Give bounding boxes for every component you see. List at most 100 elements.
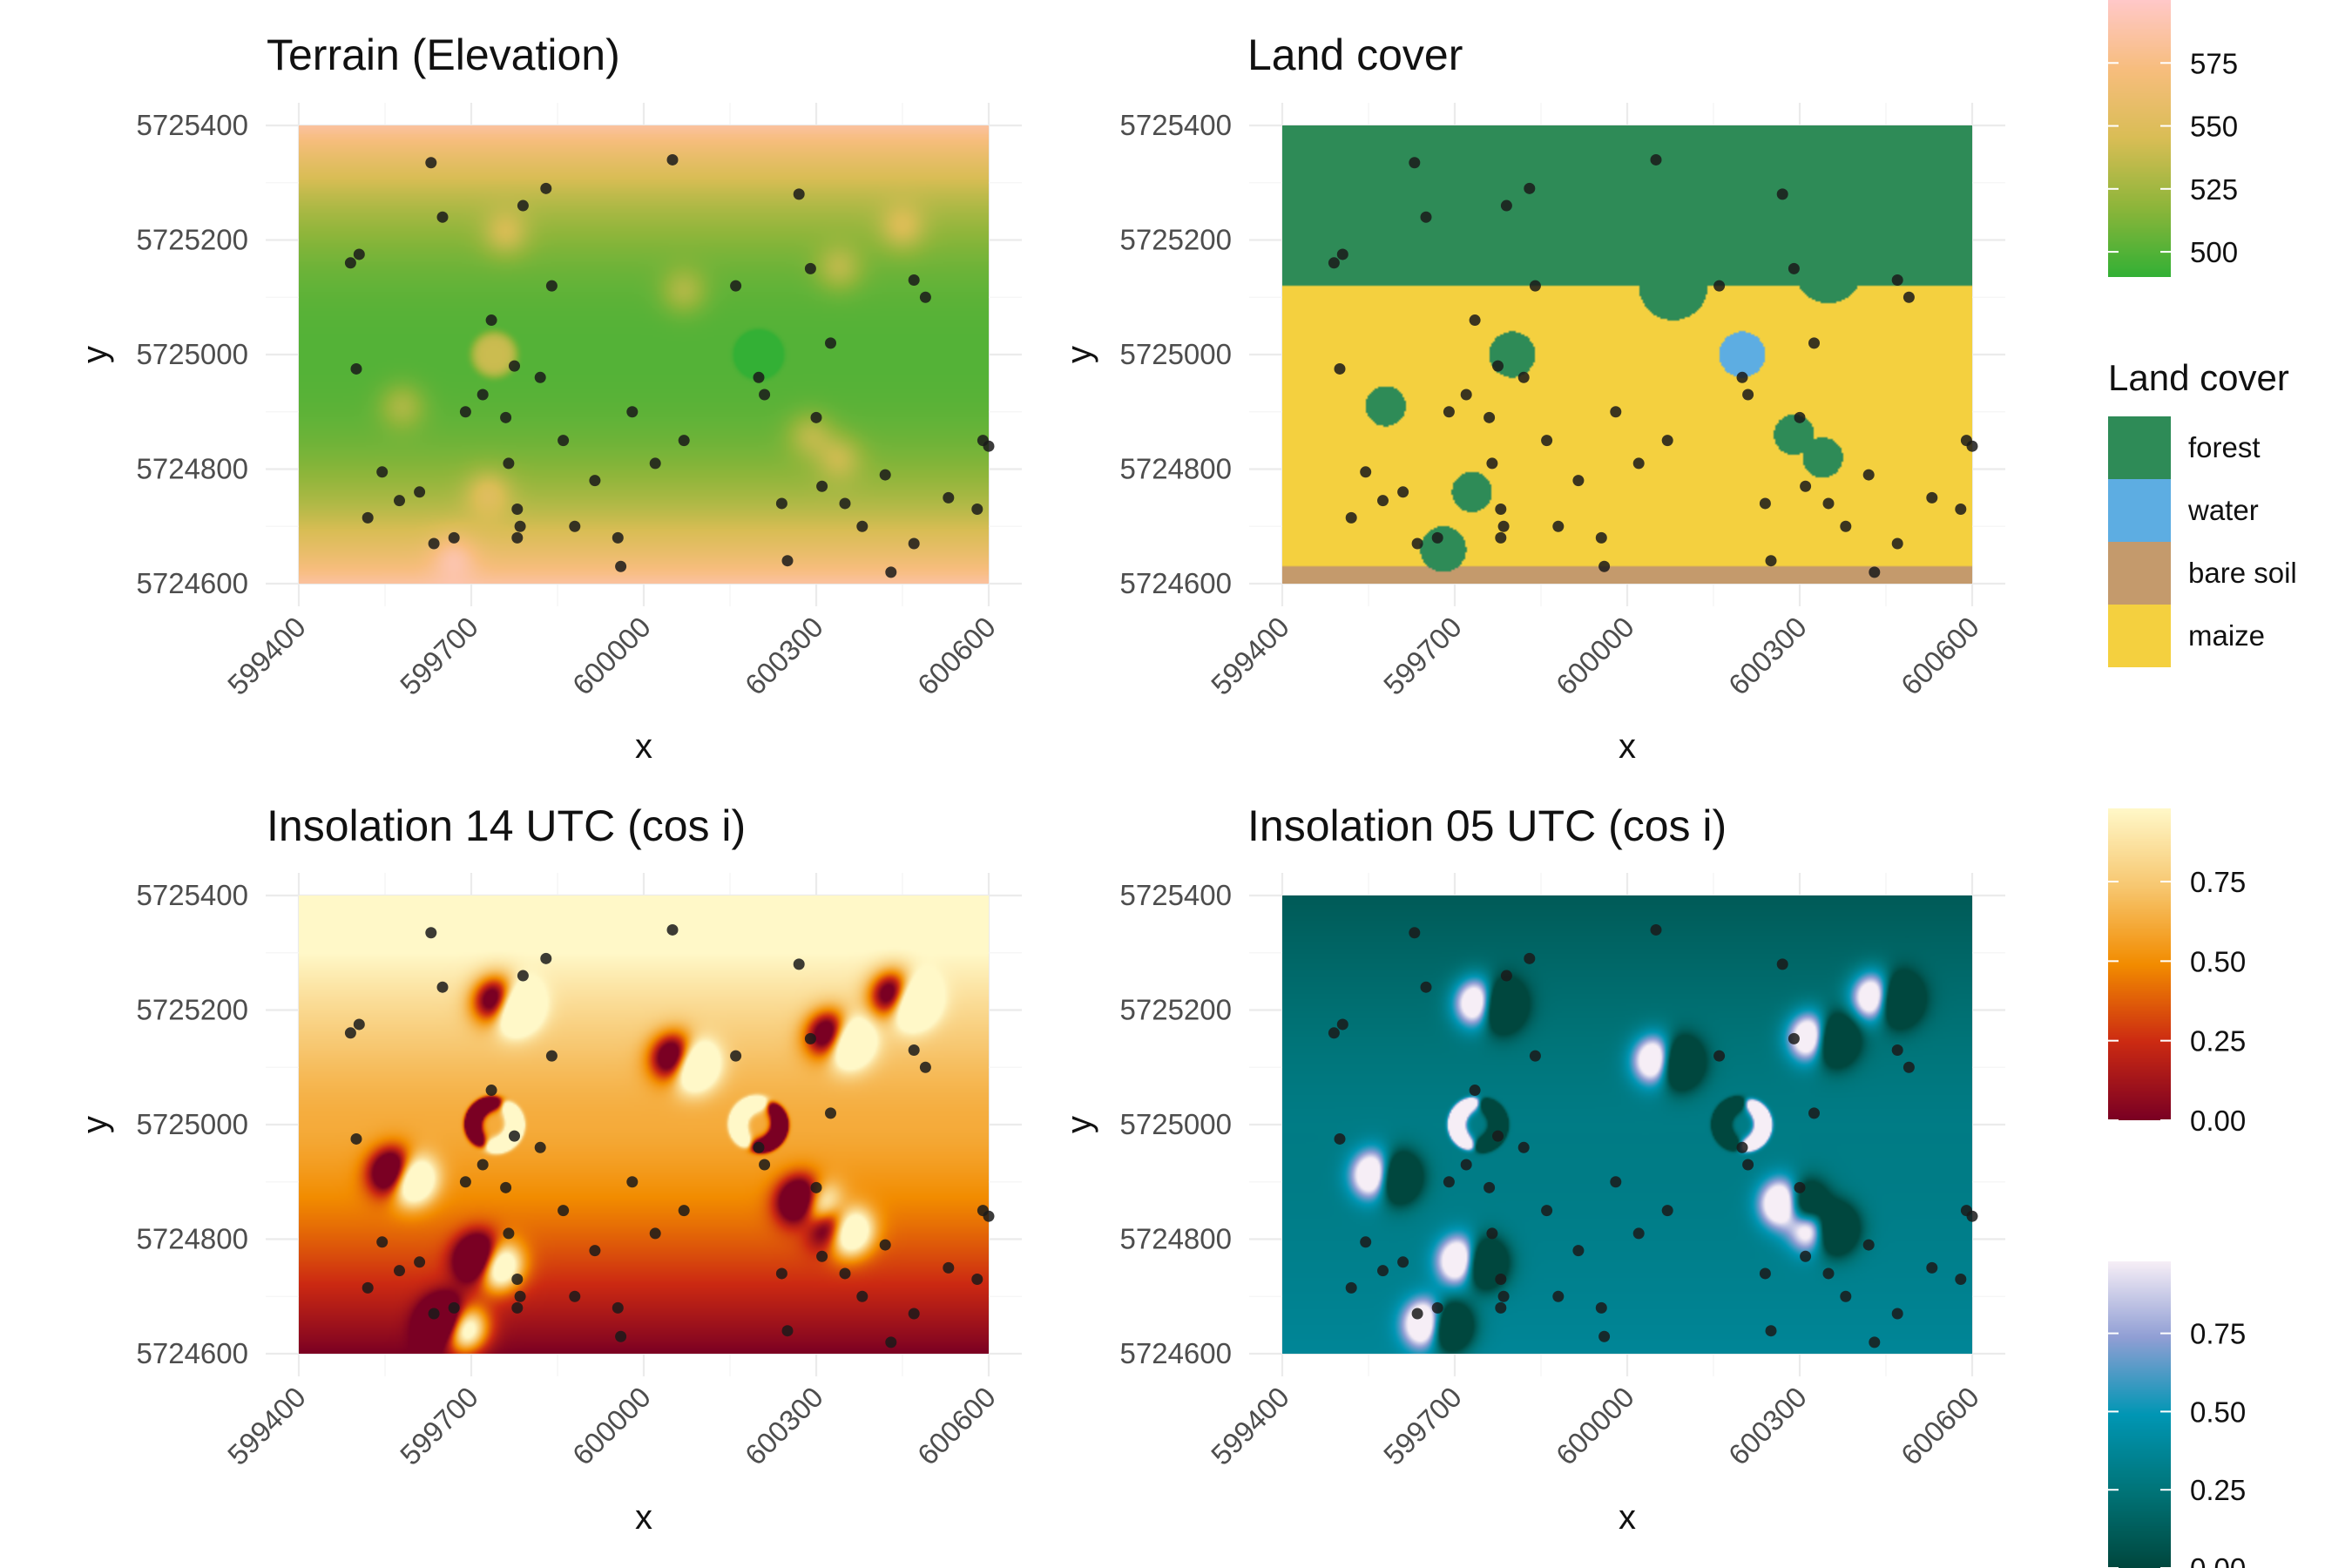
sample-point xyxy=(649,1227,661,1240)
sample-point xyxy=(1529,1050,1541,1062)
sample-point xyxy=(1411,537,1423,550)
sample-point xyxy=(1541,1205,1553,1217)
sample-point xyxy=(1776,188,1788,200)
sample-point xyxy=(1328,1027,1340,1039)
sample-point xyxy=(810,1181,822,1193)
sample-point xyxy=(1460,1159,1472,1171)
sample-point xyxy=(971,1274,983,1286)
sample-point xyxy=(448,1301,460,1314)
x-tick-label: 600000 xyxy=(1550,1381,1640,1471)
panel-landcover: Land cover 57254005725200572500057248005… xyxy=(1060,30,2005,766)
y-tick-label: 5724800 xyxy=(137,453,248,485)
sample-point xyxy=(1822,497,1835,510)
sample-point xyxy=(1650,923,1662,936)
sample-point xyxy=(414,486,426,498)
sample-point xyxy=(1411,1308,1423,1320)
sample-point xyxy=(1650,153,1662,166)
sample-point xyxy=(793,188,805,200)
sample-point xyxy=(1891,1308,1903,1320)
sample-point xyxy=(816,480,828,492)
sample-point xyxy=(545,1050,558,1062)
sample-point xyxy=(1765,1325,1777,1337)
sample-point xyxy=(730,1050,742,1062)
sample-point xyxy=(678,1205,690,1217)
xticks-insolation05: 599400 599700 600000 600300 600600 xyxy=(1205,1381,1985,1471)
sample-point xyxy=(1495,504,1507,516)
sample-point xyxy=(753,1141,765,1153)
sample-point xyxy=(511,531,524,544)
y-tick-label: 5724600 xyxy=(137,1337,248,1369)
sample-point xyxy=(1360,1236,1372,1248)
sample-point xyxy=(804,1032,816,1044)
sample-point xyxy=(1431,1301,1443,1314)
sample-point xyxy=(1497,1290,1510,1302)
x-tick-label: 600300 xyxy=(1722,611,1813,701)
sample-point xyxy=(1632,457,1645,470)
sample-point xyxy=(983,1210,995,1222)
y-tick-label: 5725000 xyxy=(1120,338,1232,370)
sample-point xyxy=(1345,1281,1357,1294)
y-tick-label: 5724800 xyxy=(1120,1223,1232,1255)
xticks-insolation14: 599400 599700 600000 600300 600600 xyxy=(221,1381,1002,1471)
sample-point xyxy=(1713,280,1726,292)
yticks-insolation05: 5725400 5725200 5725000 5724800 5724600 xyxy=(1120,879,1232,1369)
sample-point xyxy=(730,280,742,292)
legend-elevation: 575 550 525 500 xyxy=(2108,0,2238,277)
sample-point xyxy=(534,1141,546,1153)
sample-point xyxy=(569,520,581,532)
sample-point xyxy=(1794,411,1806,423)
sample-point xyxy=(1334,362,1346,375)
points-insolation14 xyxy=(344,923,995,1348)
y-axis-label-landcover: y xyxy=(1060,346,1098,363)
raster-landcover xyxy=(1282,125,1972,584)
sample-point xyxy=(511,1274,524,1286)
sample-point xyxy=(1431,531,1443,544)
sample-point xyxy=(1800,1250,1812,1262)
legend-swatch-bare-soil xyxy=(2108,542,2171,605)
colorbar-label: 0.25 xyxy=(2190,1474,2246,1506)
sample-point xyxy=(856,520,868,532)
sample-point xyxy=(615,560,627,572)
sample-point xyxy=(425,927,437,939)
sample-point xyxy=(459,406,471,418)
legend-swatch-maize xyxy=(2108,605,2171,667)
sample-point xyxy=(1328,257,1340,269)
sample-point xyxy=(810,411,822,423)
sample-point xyxy=(545,280,558,292)
sample-point xyxy=(436,981,449,993)
colorbar-label: 0.50 xyxy=(2190,945,2246,977)
colorbar-elevation-ticks: 575 550 525 500 xyxy=(2108,47,2238,268)
colorbar-label: 0.00 xyxy=(2190,1552,2246,1568)
sample-point xyxy=(1598,560,1611,572)
y-tick-label: 5724800 xyxy=(1120,453,1232,485)
sample-point xyxy=(1776,958,1788,970)
panel-terrain: Terrain (Elevation) 5725400 5725200 572500… xyxy=(76,30,1022,766)
panel-title-insolation14: Insolation 14 UTC (cos i) xyxy=(267,801,746,850)
sample-point xyxy=(666,923,679,936)
sample-point xyxy=(908,274,920,287)
y-tick-label: 5725200 xyxy=(1120,224,1232,256)
sample-point xyxy=(1903,1061,1915,1073)
sample-point xyxy=(1524,952,1536,964)
sample-point xyxy=(1420,211,1432,223)
x-tick-label: 599700 xyxy=(394,1381,484,1471)
raster-insolation14 xyxy=(299,896,989,1354)
colorbar-insolation05-ticks: 0.75 0.50 0.25 0.00 xyxy=(2108,1318,2246,1568)
sample-point xyxy=(775,497,787,510)
sample-point xyxy=(1713,1050,1726,1062)
sample-point xyxy=(919,291,931,303)
sample-point xyxy=(1469,1085,1481,1097)
y-tick-label: 5724800 xyxy=(137,1223,248,1255)
sample-point xyxy=(362,1281,374,1294)
sample-point xyxy=(1541,435,1553,447)
colorbar-label: 0.00 xyxy=(2190,1105,2246,1137)
sample-point xyxy=(1500,199,1512,212)
sample-point xyxy=(1610,406,1622,418)
y-tick-label: 5724600 xyxy=(137,567,248,599)
y-axis-label-terrain: y xyxy=(76,346,114,363)
colorbar-insolation14-ticks: 0.75 0.50 0.25 0.00 xyxy=(2108,866,2246,1137)
x-axis-label-insolation05: x xyxy=(1619,1498,1636,1537)
x-tick-label: 600600 xyxy=(1895,1381,1985,1471)
colorbar-label: 0.75 xyxy=(2190,866,2246,898)
sample-point xyxy=(414,1256,426,1268)
